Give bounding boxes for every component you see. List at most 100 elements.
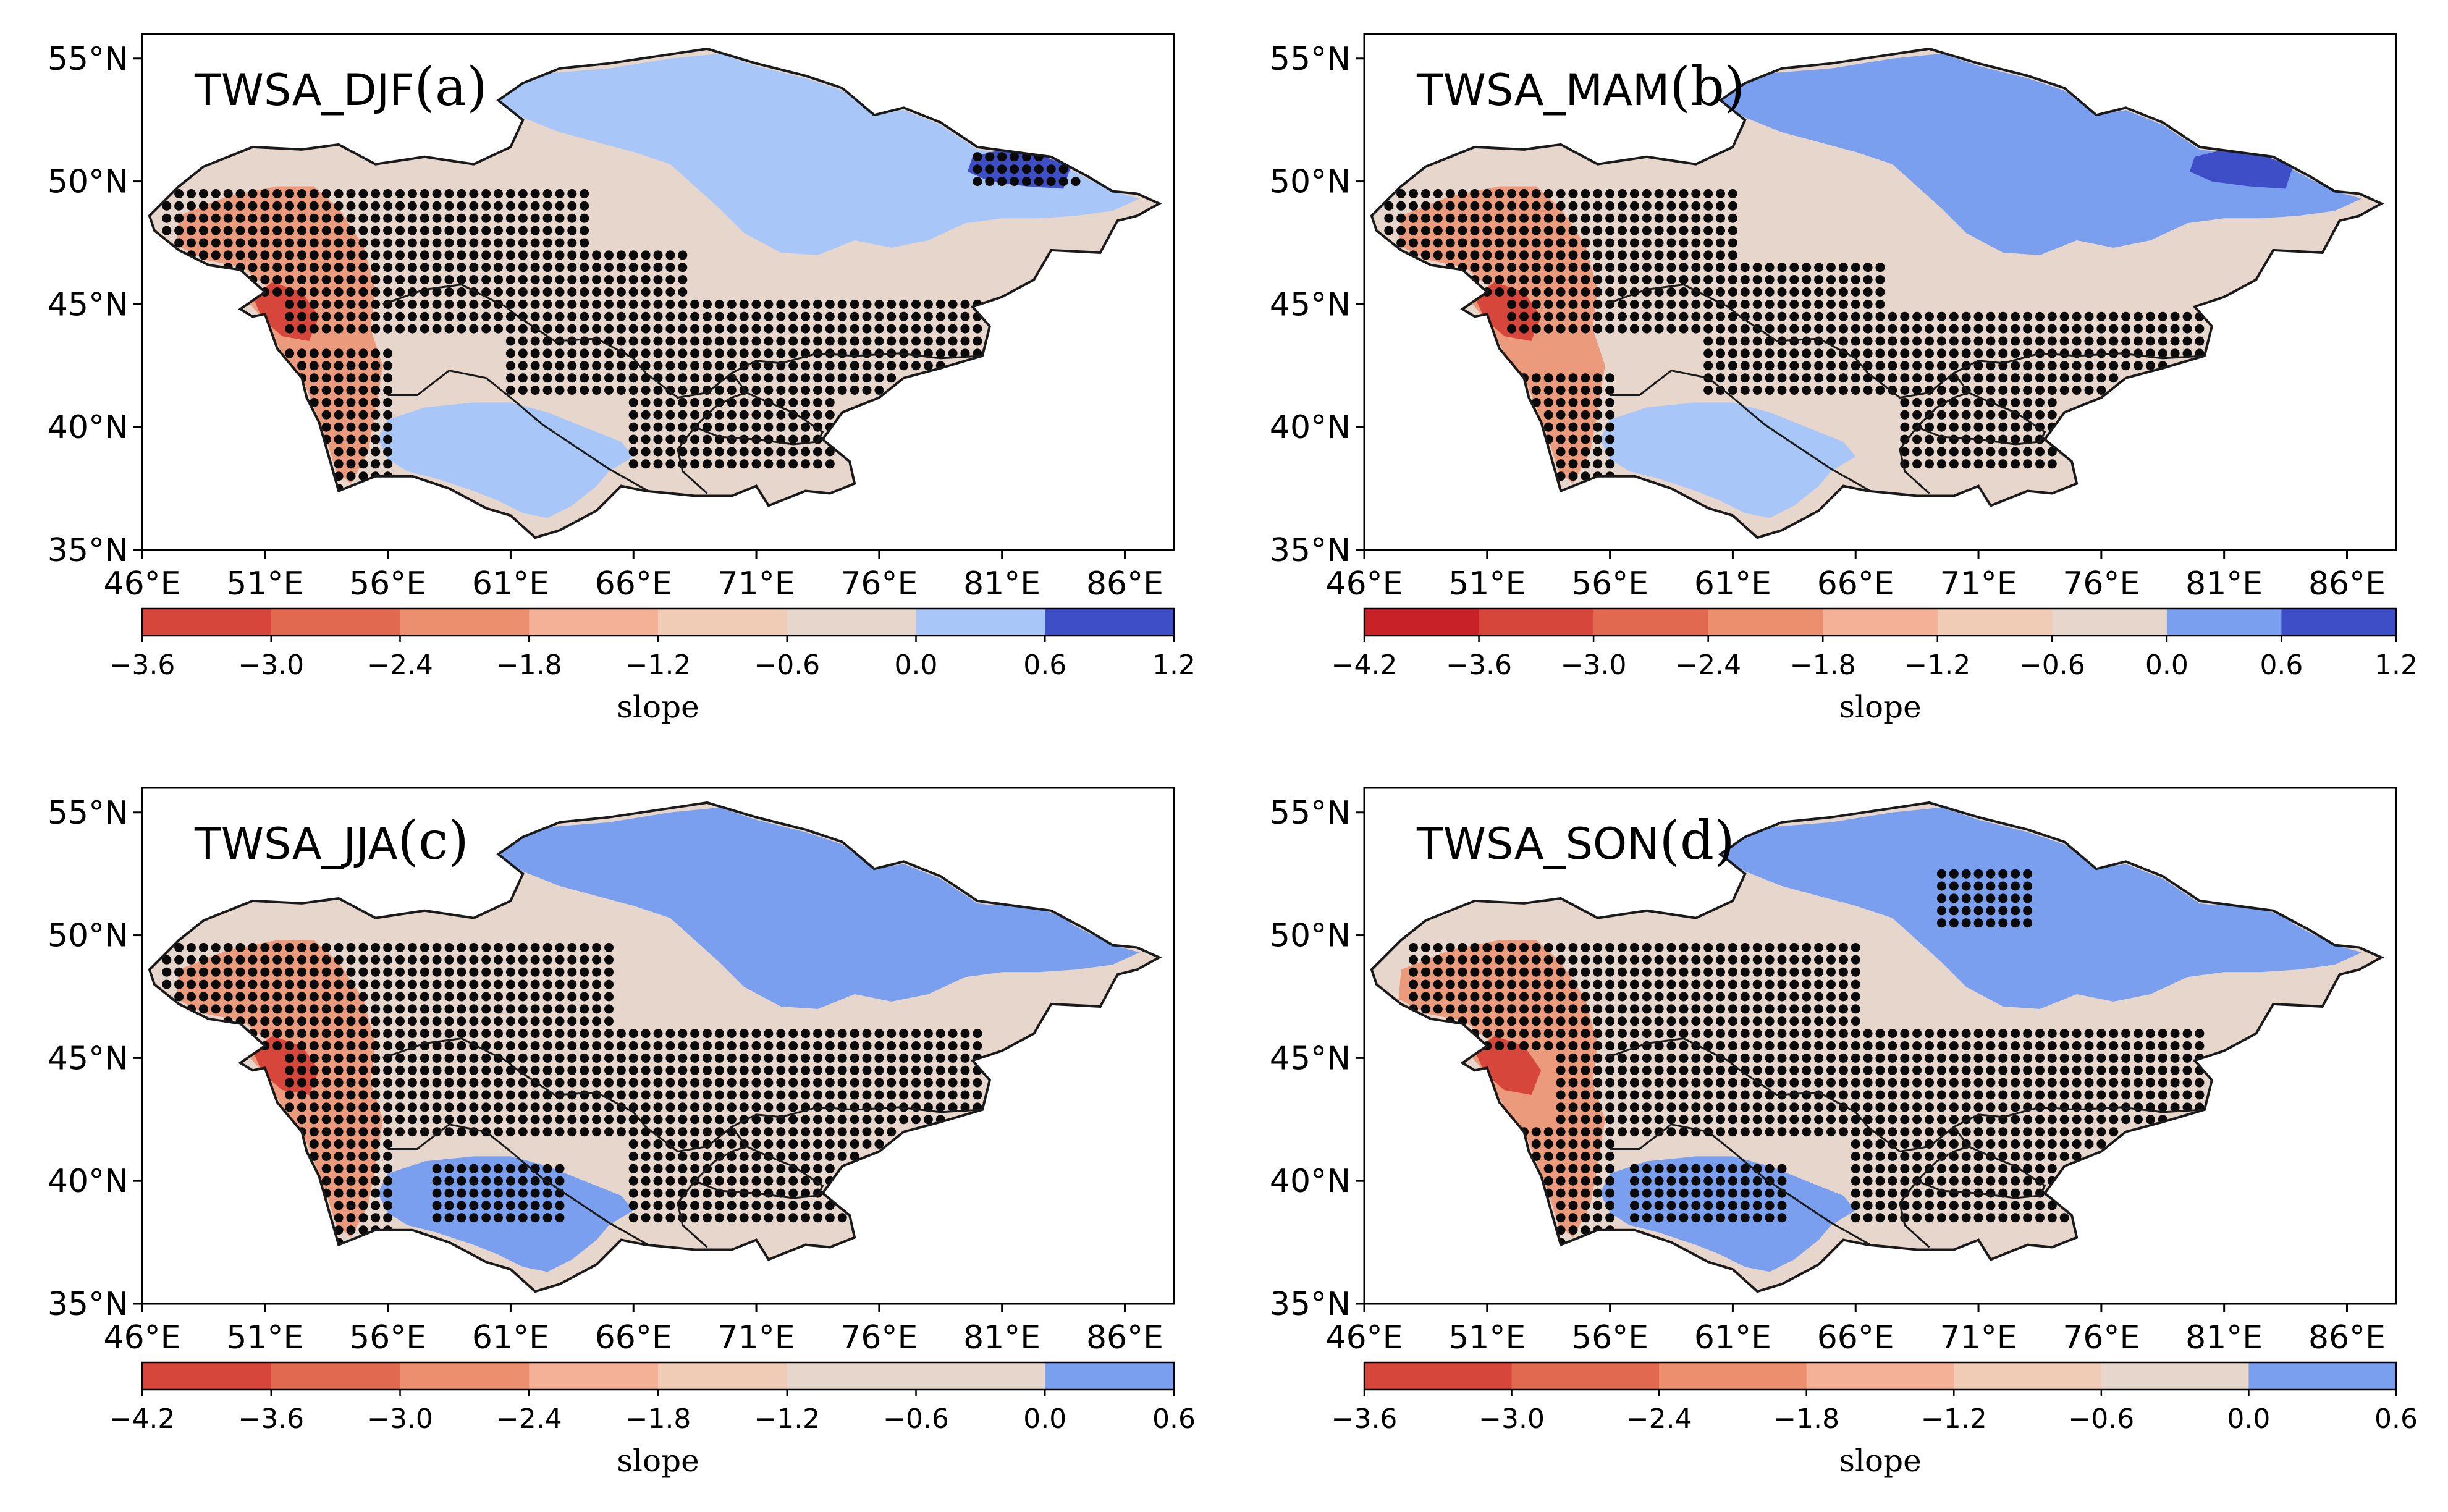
region-aral-shading bbox=[1600, 402, 1856, 518]
significance-dot bbox=[678, 1102, 688, 1112]
significance-dot bbox=[874, 1029, 884, 1039]
significance-dot bbox=[518, 1078, 528, 1088]
significance-dot bbox=[1716, 348, 1725, 358]
significance-dot bbox=[899, 324, 909, 334]
significance-dot bbox=[653, 373, 663, 383]
significance-dot bbox=[788, 410, 798, 420]
significance-dot bbox=[1789, 1016, 1799, 1026]
significance-dot bbox=[678, 299, 688, 309]
significance-dot bbox=[690, 410, 700, 420]
significance-dot bbox=[628, 324, 638, 334]
significance-dot bbox=[1470, 201, 1480, 211]
significance-dot bbox=[801, 299, 811, 309]
significance-dot bbox=[628, 1164, 638, 1173]
significance-dot bbox=[764, 1176, 774, 1186]
significance-dot bbox=[1826, 361, 1836, 371]
significance-dot bbox=[1519, 311, 1529, 321]
significance-dot bbox=[2011, 1201, 2020, 1210]
significance-dot bbox=[813, 410, 822, 420]
significance-dot bbox=[1838, 1004, 1848, 1014]
significance-dot bbox=[862, 336, 872, 346]
significance-dot bbox=[1531, 386, 1541, 395]
significance-dot bbox=[776, 410, 786, 420]
significance-dot bbox=[1900, 1139, 1910, 1149]
significance-dot bbox=[1961, 1176, 1971, 1186]
significance-dot bbox=[714, 1090, 724, 1100]
significance-dot bbox=[1666, 201, 1676, 211]
colorbar-tick-label: −3.0 bbox=[1479, 1403, 1545, 1435]
significance-dot bbox=[2023, 1188, 2033, 1198]
significance-dot bbox=[1593, 397, 1603, 407]
significance-dot bbox=[751, 373, 761, 383]
lon-tick-label: 51°E bbox=[1448, 1319, 1526, 1356]
significance-dot bbox=[641, 1029, 651, 1039]
lat-tick-label: 50°N bbox=[48, 164, 129, 201]
significance-dot bbox=[641, 410, 651, 420]
significance-dot bbox=[887, 373, 897, 383]
significance-dot bbox=[764, 1090, 774, 1100]
significance-dot bbox=[309, 386, 319, 395]
significance-dot bbox=[1666, 1090, 1676, 1100]
significance-dot bbox=[174, 213, 184, 223]
colorbar-segment bbox=[787, 1362, 917, 1390]
significance-dot bbox=[1851, 1029, 1860, 1039]
significance-dot bbox=[1888, 373, 1897, 383]
significance-dot bbox=[2096, 1102, 2106, 1112]
significance-dot bbox=[395, 1102, 405, 1112]
significance-dot bbox=[567, 336, 577, 346]
colorbar-tick-label: −3.0 bbox=[367, 1403, 433, 1435]
significance-dot bbox=[371, 434, 381, 444]
significance-dot bbox=[1998, 1151, 2008, 1161]
significance-dot bbox=[1973, 1151, 1983, 1161]
significance-dot bbox=[1593, 299, 1603, 309]
significance-dot bbox=[2195, 1029, 2205, 1039]
significance-dot bbox=[1703, 1213, 1713, 1223]
significance-dot bbox=[825, 1115, 835, 1125]
significance-dot bbox=[2109, 1065, 2119, 1075]
significance-dot bbox=[444, 263, 454, 272]
significance-dot bbox=[1666, 1188, 1676, 1198]
significance-dot bbox=[1740, 361, 1750, 371]
significance-dot bbox=[1777, 967, 1787, 977]
significance-dot bbox=[2195, 1078, 2205, 1088]
significance-dot bbox=[1654, 1065, 1664, 1075]
significance-dot bbox=[1703, 1029, 1713, 1039]
significance-dot bbox=[2096, 1078, 2106, 1088]
significance-dot bbox=[321, 1053, 331, 1063]
significance-dot bbox=[309, 238, 319, 248]
significance-dot bbox=[1765, 1065, 1775, 1075]
significance-dot bbox=[1777, 373, 1787, 383]
significance-dot bbox=[1593, 1127, 1603, 1137]
lat-tick-label: 55°N bbox=[48, 795, 129, 832]
significance-dot bbox=[874, 1090, 884, 1100]
significance-dot bbox=[1875, 263, 1885, 272]
significance-dot bbox=[1519, 1016, 1529, 1026]
significance-dot bbox=[1679, 1065, 1689, 1075]
significance-dot bbox=[592, 373, 602, 383]
significance-dot bbox=[1556, 422, 1566, 432]
significance-dot bbox=[801, 361, 811, 371]
significance-dot bbox=[530, 299, 540, 309]
significance-dot bbox=[813, 1127, 822, 1137]
significance-dot bbox=[1789, 1078, 1799, 1088]
significance-dot bbox=[555, 1213, 565, 1223]
significance-dot bbox=[1888, 1139, 1897, 1149]
significance-dot bbox=[383, 955, 393, 965]
significance-dot bbox=[1629, 992, 1639, 1002]
significance-dot bbox=[358, 250, 368, 260]
significance-dot bbox=[1543, 201, 1553, 211]
significance-dot bbox=[432, 955, 442, 965]
significance-dot bbox=[923, 1041, 933, 1050]
significance-dot bbox=[1765, 373, 1775, 383]
significance-dot bbox=[432, 1090, 442, 1100]
significance-dot bbox=[592, 287, 602, 297]
country-border-line bbox=[1915, 372, 2046, 446]
significance-dot bbox=[469, 955, 479, 965]
significance-dot bbox=[2023, 410, 2033, 420]
significance-dot bbox=[1998, 422, 2008, 432]
significance-dot bbox=[801, 397, 811, 407]
map-panel-b: TWSA_MAM(b)55°N50°N45°N40°N35°N46°E 51°E 5… bbox=[1270, 33, 2397, 602]
significance-dot bbox=[309, 213, 319, 223]
significance-dot bbox=[1826, 1115, 1836, 1125]
significance-dot bbox=[825, 361, 835, 371]
